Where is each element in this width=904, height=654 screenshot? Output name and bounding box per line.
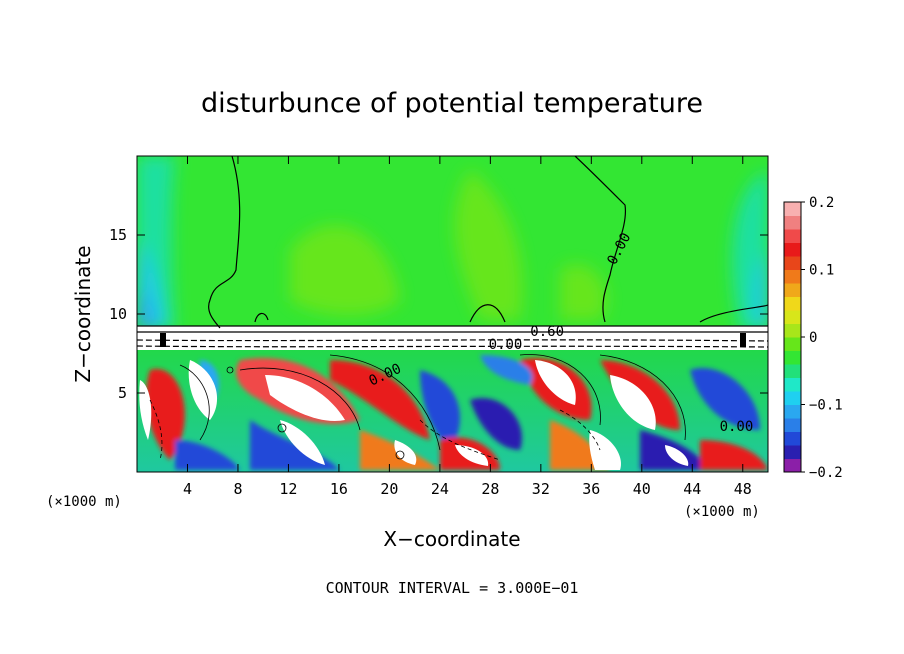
x-tick-label: 8 <box>233 480 242 498</box>
colorbar-swatch <box>784 350 801 365</box>
x-tick-label: 16 <box>330 480 348 498</box>
y-tick-label: 10 <box>109 305 127 323</box>
x-tick-label: 28 <box>481 480 499 498</box>
colorbar: 0.2 0.1 0 −0.1 −0.2 <box>783 195 843 481</box>
x-tick-label: 32 <box>532 480 550 498</box>
x-tick-label: 44 <box>683 480 701 498</box>
colorbar-swatch <box>784 418 801 432</box>
y-tick-label: 15 <box>109 226 127 244</box>
colorbar-swatch <box>784 377 801 392</box>
colorbar-tick-label: 0.1 <box>809 263 834 279</box>
contour-label: 0.00 <box>489 337 523 353</box>
contour-label: 0.60 <box>530 324 564 340</box>
colorbar-tick-label: 0.2 <box>809 195 834 211</box>
x-tick-label: 36 <box>582 480 600 498</box>
contour-interval-footer: CONTOUR INTERVAL = 3.000E−01 <box>326 579 579 597</box>
colorbar-swatch <box>784 458 801 473</box>
x-tick-label: 48 <box>734 480 752 498</box>
colorbar-swatch <box>784 310 801 324</box>
x-tick-label: 12 <box>279 480 297 498</box>
chart-title: disturbunce of potential temperature <box>201 88 703 119</box>
contour-label: 0.00 <box>720 419 754 435</box>
colorbar-swatch <box>784 229 801 243</box>
plot-field <box>137 156 768 472</box>
x-unit-label: (×1000 m) <box>684 504 760 520</box>
colorbar-tick-label: −0.1 <box>809 398 843 414</box>
y-tick-label: 5 <box>118 384 127 402</box>
y-axis: 5 10 15 <box>109 226 768 402</box>
colorbar-swatch <box>784 364 801 378</box>
colorbar-swatch <box>784 202 801 216</box>
colorbar-swatch <box>784 391 801 405</box>
x-tick-label: 40 <box>633 480 651 498</box>
colorbar-swatch <box>784 242 801 257</box>
colorbar-swatch <box>784 431 801 446</box>
colorbar-swatch <box>784 404 801 419</box>
colorbar-swatch <box>784 269 801 284</box>
colorbar-swatch <box>784 296 801 311</box>
colorbar-swatch <box>784 445 801 459</box>
colorbar-swatch <box>784 337 801 351</box>
colorbar-swatch <box>784 283 801 297</box>
colorbar-swatch <box>784 256 801 270</box>
colorbar-swatch <box>784 323 801 338</box>
x-axis-label: X−coordinate <box>383 527 520 551</box>
x-tick-label: 20 <box>380 480 398 498</box>
z-unit-label: (×1000 m) <box>46 494 122 510</box>
x-tick-label: 24 <box>431 480 449 498</box>
x-axis: 4 8 12 16 20 24 28 32 36 40 44 48 <box>183 156 752 498</box>
colorbar-tick-label: 0 <box>809 330 817 346</box>
colorbar-swatch <box>784 215 801 230</box>
x-tick-label: 4 <box>183 480 192 498</box>
colorbar-tick-label: −0.2 <box>809 465 843 481</box>
y-axis-label: Z−coordinate <box>71 245 95 382</box>
